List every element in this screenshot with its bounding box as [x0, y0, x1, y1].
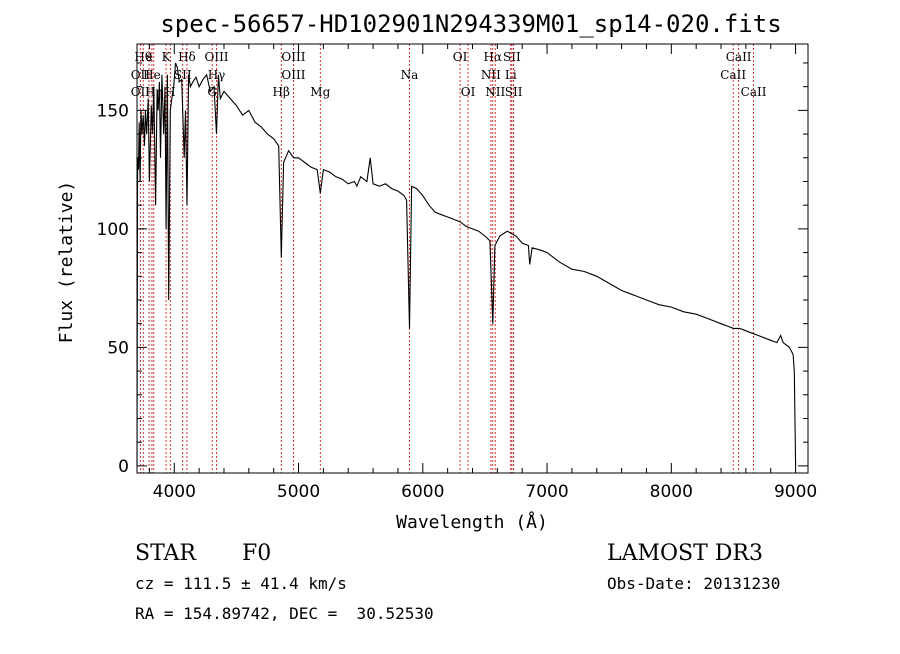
spectral-line-label: He	[143, 68, 161, 82]
spectral-line-label: NII	[485, 85, 505, 99]
x-axis-ticks: 4000 5000 6000 7000 8000 9000	[148, 44, 817, 502]
spectral-line-label: Hγ	[208, 68, 226, 82]
spectral-line-label: CaII	[726, 50, 752, 64]
spectrum-series-line	[136, 62, 797, 466]
x-tick-label: 5000	[277, 482, 320, 502]
x-tick-label: 9000	[774, 482, 817, 502]
spectral-line-label: OII	[131, 85, 151, 99]
spectral-line-label: Hβ	[273, 85, 290, 99]
spectral-line-label: SII	[503, 50, 521, 64]
x-tick-label: 6000	[401, 482, 444, 502]
y-tick-label: 150	[97, 101, 129, 121]
x-axis-label: Wavelength (Å)	[396, 511, 548, 533]
spectral-line-label: OI	[461, 85, 476, 99]
spectral-line-label: CaII	[741, 85, 767, 99]
spectral-line-label: Li	[505, 68, 517, 82]
spectral-line-label: CaII	[720, 68, 746, 82]
survey-name: LAMOST DR3	[607, 541, 763, 566]
spectral-line-label: G	[207, 85, 217, 99]
spectral-line-label: Hα	[483, 50, 502, 64]
spectral-line-label: OII	[131, 68, 151, 82]
spectral-line-label: OI	[453, 50, 468, 64]
object-class: STAR	[135, 541, 197, 566]
spectral-line-label: H	[165, 85, 175, 99]
x-tick-label: 8000	[650, 482, 693, 502]
spectral-line-label: OIII	[281, 50, 305, 64]
spectral-line-label: SII	[505, 85, 523, 99]
spectral-line-label: NII	[481, 68, 501, 82]
spectral-line-label: OIII	[204, 50, 228, 64]
y-tick-label: 100	[97, 220, 129, 240]
y-tick-label: 50	[107, 338, 129, 358]
x-tick-label: 4000	[153, 482, 196, 502]
y-axis-label: Flux (relative)	[56, 181, 77, 344]
spectral-line-label: Hδ	[178, 50, 196, 64]
spectral-line-label: ε	[146, 50, 152, 64]
spectral-line-label: Mg	[310, 85, 330, 99]
x-tick-label: 7000	[525, 482, 568, 502]
spectral-line-label: Hθ	[134, 50, 152, 64]
spectral-line-label: K	[162, 50, 172, 64]
chart-title: spec-56657-HD102901N294339M01_sp14-020.f…	[160, 10, 781, 38]
coordinates-readout: RA = 154.89742, DEC = 30.52530	[135, 604, 434, 623]
redshift-readout: cz = 111.5 ± 41.4 km/s	[135, 574, 347, 593]
spectral-line-label: Na	[401, 68, 419, 82]
obs-date-readout: Obs-Date: 20131230	[607, 574, 780, 593]
y-tick-label: 0	[118, 457, 129, 477]
object-subclass: F0	[242, 541, 271, 566]
y-axis-ticks: 0 50 100 150	[97, 62, 808, 477]
spectral-line-label: OIII	[281, 68, 305, 82]
